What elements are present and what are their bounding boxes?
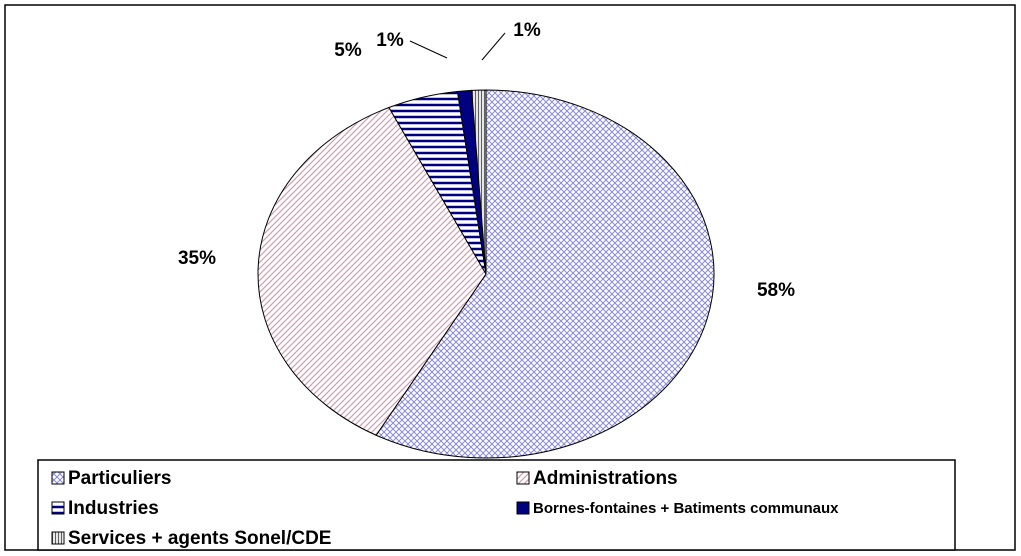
- pie-slice: [257, 106, 487, 436]
- legend-swatch: [51, 501, 65, 515]
- data-label: 1%: [513, 20, 541, 41]
- leader-line: [409, 40, 448, 59]
- legend-swatch: [516, 501, 530, 515]
- legend-label: Bornes-fontaines + Batiments communaux: [533, 500, 839, 517]
- data-label: 58%: [757, 280, 795, 301]
- legend-swatch: [51, 531, 65, 545]
- legend-label: Industries: [68, 498, 159, 519]
- pie-slice: [375, 89, 715, 459]
- pie-slice: [471, 89, 487, 275]
- legend-swatch: [51, 471, 65, 485]
- leader-line: [481, 32, 506, 61]
- data-label: 5%: [334, 40, 362, 61]
- legend-swatch: [516, 471, 530, 485]
- data-label: 1%: [376, 30, 404, 51]
- legend-label: Particuliers: [68, 468, 172, 489]
- legend-box: [37, 459, 956, 551]
- legend-label: Administrations: [533, 468, 678, 489]
- data-label: 35%: [178, 248, 216, 269]
- legend-label: Services + agents Sonel/CDE: [68, 528, 331, 549]
